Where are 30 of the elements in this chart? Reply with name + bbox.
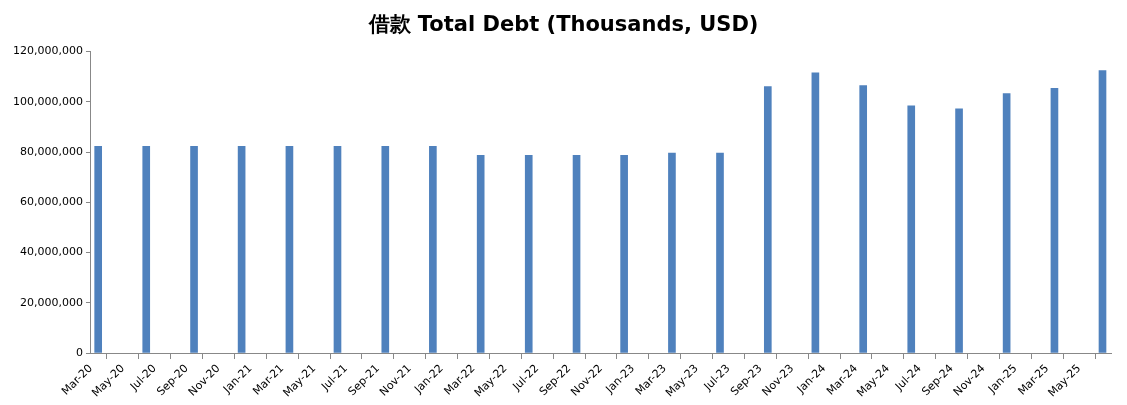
bar: [285, 145, 294, 353]
bar: [1098, 70, 1107, 353]
bar: [429, 145, 437, 353]
bar: [859, 85, 868, 353]
bar: [763, 86, 772, 353]
chart-title: 借款 Total Debt (Thousands, USD): [367, 11, 760, 38]
bar: [572, 155, 581, 353]
bar: [333, 145, 342, 353]
bar: [381, 145, 390, 353]
bar: [524, 155, 533, 353]
y-tick-label: 120,000,000: [13, 44, 83, 58]
bar: [620, 155, 628, 353]
bar: [668, 152, 676, 353]
bar: [94, 145, 103, 353]
bar: [955, 108, 963, 353]
bar: [1050, 87, 1059, 353]
bar: [716, 152, 724, 353]
y-tick-label: 20,000,000: [20, 295, 83, 309]
y-tick-label: 0: [75, 345, 83, 359]
y-tick-label: 80,000,000: [20, 144, 83, 158]
bar: [907, 105, 916, 353]
y-tick-label: 40,000,000: [20, 245, 83, 259]
y-tick-label: 100,000,000: [13, 94, 83, 108]
bar: [190, 145, 198, 353]
bar: [237, 145, 246, 353]
bar: [1002, 93, 1011, 353]
bar: [811, 72, 820, 353]
bar: [142, 145, 151, 353]
y-tick-label: 60,000,000: [20, 195, 83, 209]
bar: [476, 155, 485, 353]
